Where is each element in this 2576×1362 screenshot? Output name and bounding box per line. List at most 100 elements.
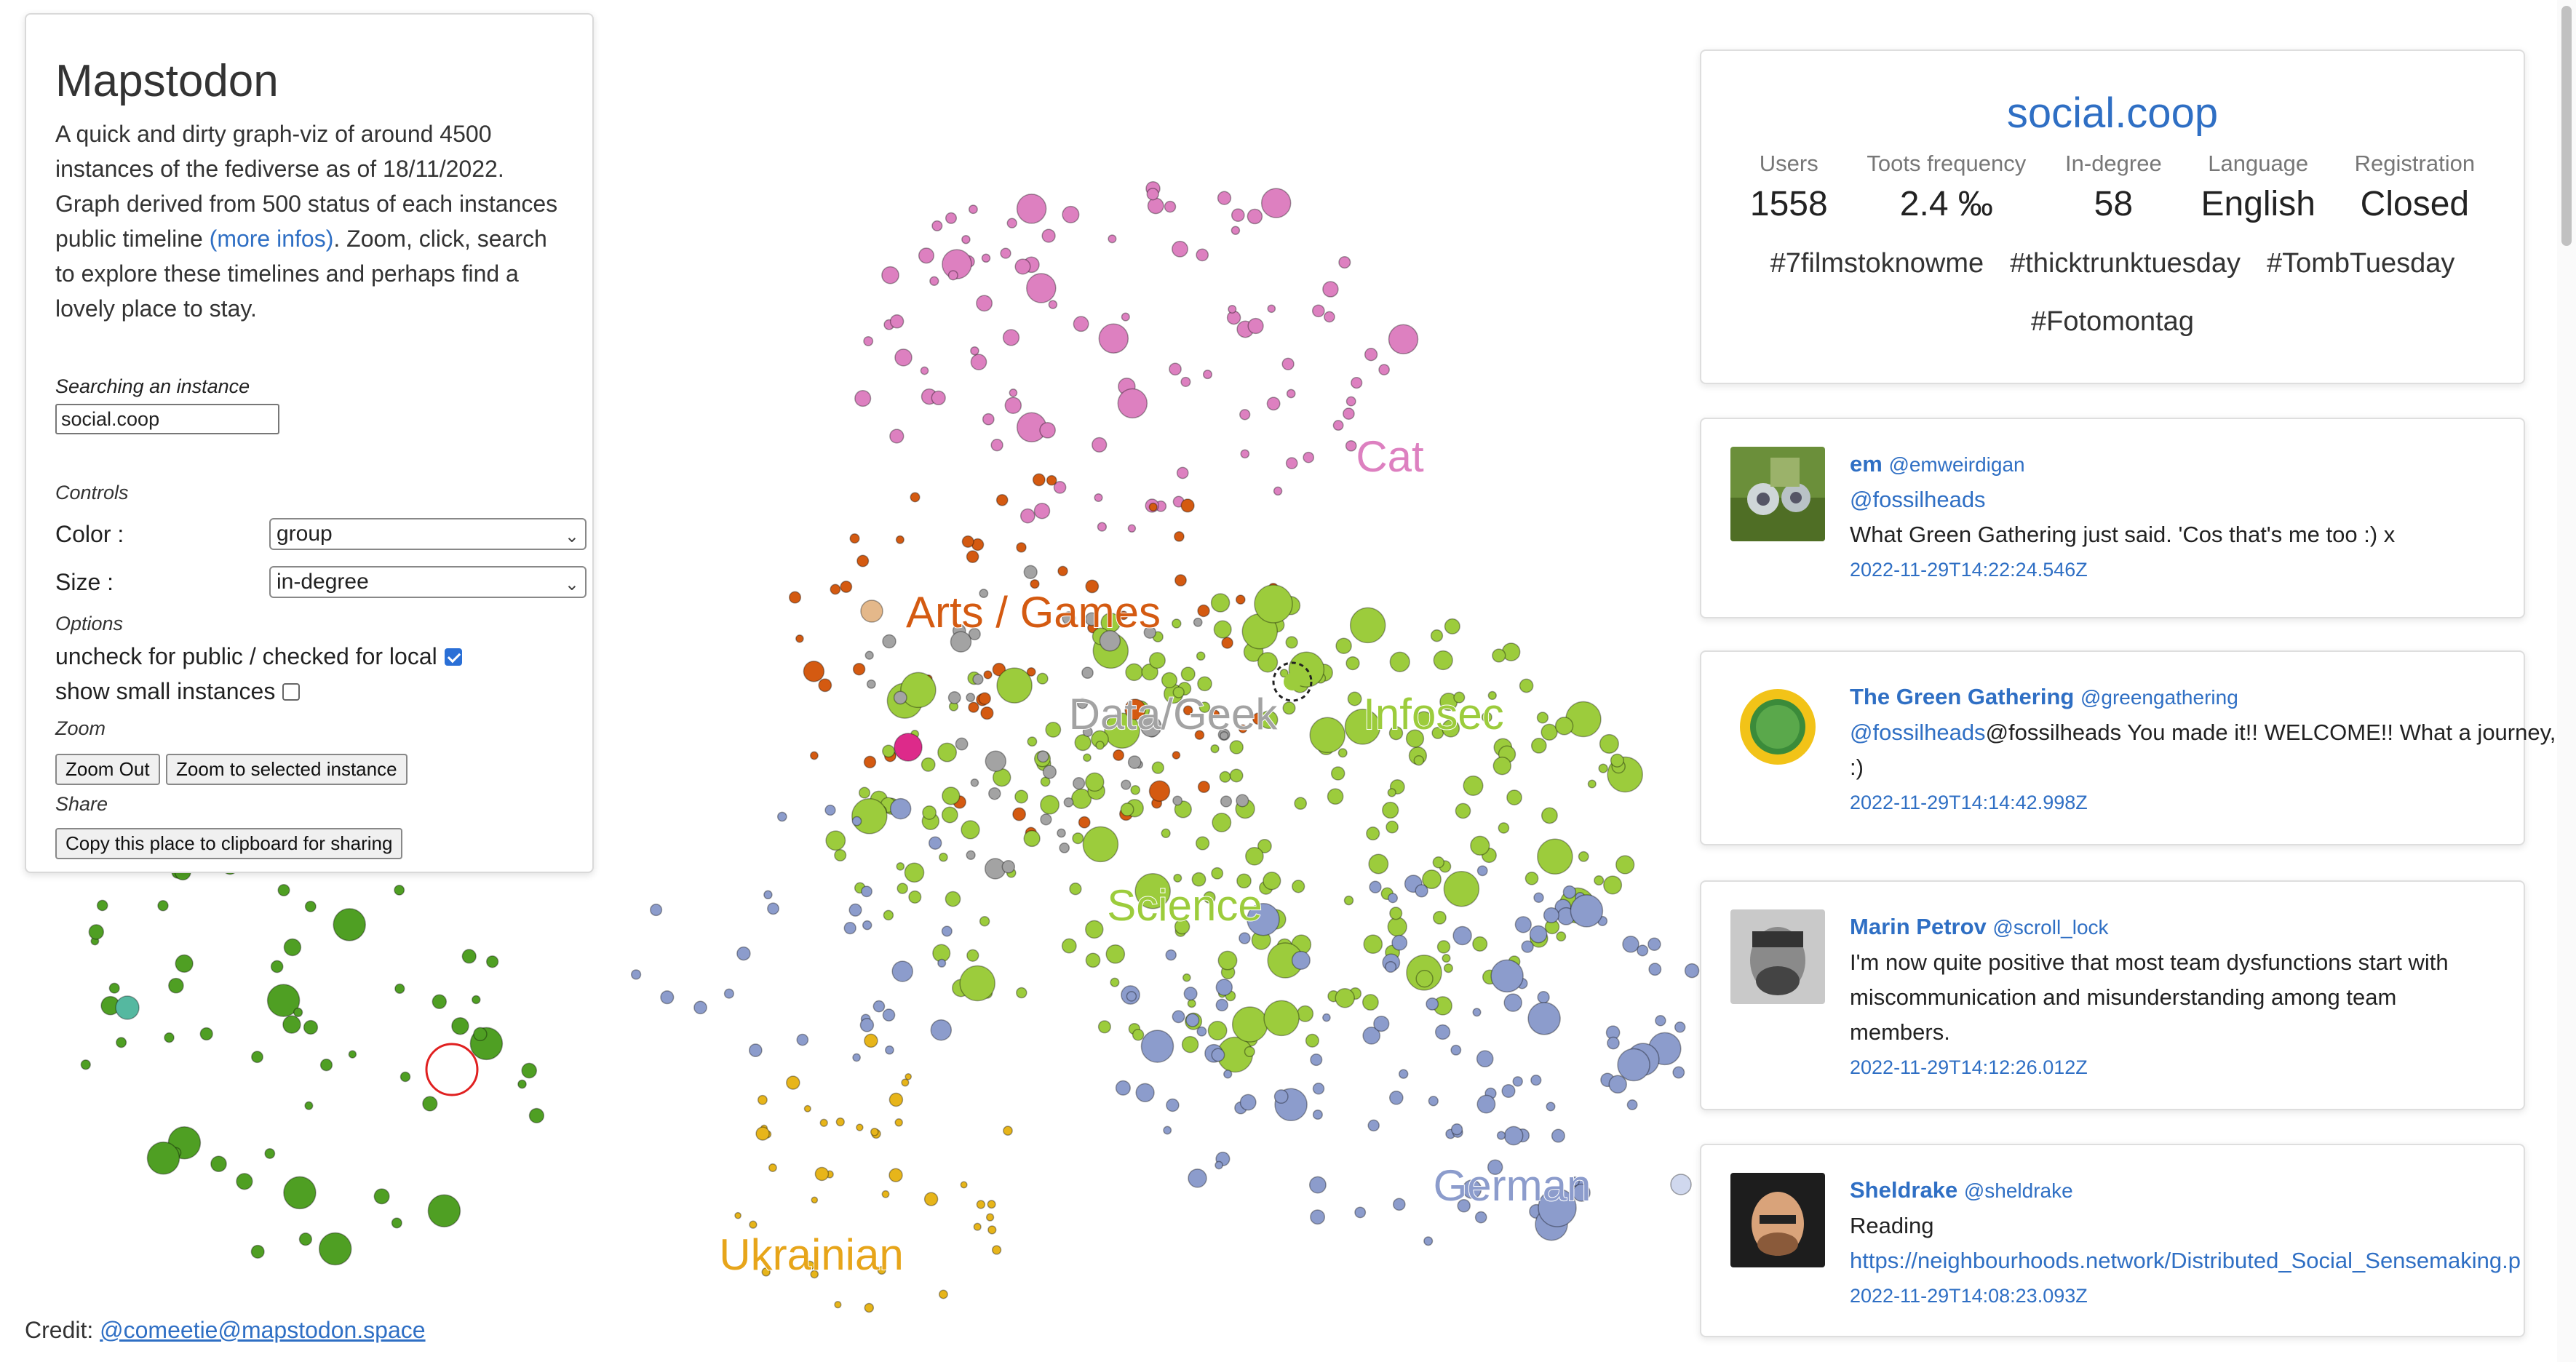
- instance-node[interactable]: [1443, 963, 1453, 973]
- instance-node[interactable]: [1036, 672, 1049, 685]
- instance-node[interactable]: [848, 903, 862, 917]
- instance-node[interactable]: [1338, 256, 1351, 269]
- instance-node[interactable]: [1023, 829, 1041, 848]
- instance-node[interactable]: [1014, 789, 1029, 804]
- instance-node[interactable]: [283, 1176, 317, 1210]
- instance-node[interactable]: [1223, 1070, 1233, 1079]
- instance-node[interactable]: [923, 1192, 939, 1206]
- instance-node[interactable]: [1556, 931, 1567, 942]
- instance-node[interactable]: [1082, 726, 1093, 737]
- instance-node[interactable]: [1463, 775, 1484, 796]
- instance-node[interactable]: [1415, 884, 1428, 898]
- instance-node[interactable]: [1387, 917, 1407, 937]
- instance-node[interactable]: [1239, 932, 1251, 944]
- instance-node[interactable]: [1188, 1168, 1207, 1188]
- instance-node[interactable]: [1229, 768, 1244, 783]
- instance-node[interactable]: [1312, 1083, 1325, 1095]
- instance-node[interactable]: [897, 883, 908, 894]
- toot-date[interactable]: 2022-11-29T14:14:42.998Z: [1850, 792, 2088, 813]
- instance-node[interactable]: [1045, 721, 1062, 738]
- instance-node[interactable]: [1023, 565, 1038, 579]
- instance-node[interactable]: [1310, 1054, 1323, 1067]
- instance-node[interactable]: [1062, 611, 1076, 626]
- instance-node[interactable]: [856, 1123, 864, 1131]
- instance-node[interactable]: [976, 1200, 986, 1209]
- instance-node[interactable]: [1472, 936, 1488, 952]
- instance-node[interactable]: [472, 995, 481, 1005]
- instance-node[interactable]: [980, 706, 994, 720]
- instance-node[interactable]: [776, 811, 787, 822]
- instance-node[interactable]: [1085, 920, 1104, 939]
- instance-node[interactable]: [1431, 726, 1444, 739]
- instance-node[interactable]: [1368, 853, 1389, 875]
- instance-node[interactable]: [961, 234, 971, 244]
- instance-node[interactable]: [1196, 651, 1206, 661]
- instance-node[interactable]: [803, 1104, 811, 1112]
- instance-node[interactable]: [1684, 963, 1700, 979]
- zoom-out-button[interactable]: Zoom Out: [55, 754, 160, 785]
- credit-link[interactable]: @comeetie@mapstodon.space: [100, 1317, 426, 1343]
- instance-node[interactable]: [883, 909, 894, 921]
- instance-node[interactable]: [988, 786, 1001, 800]
- instance-node[interactable]: [650, 904, 663, 917]
- instance-node[interactable]: [834, 1301, 842, 1309]
- instance-node[interactable]: [894, 733, 923, 762]
- instance-node[interactable]: [1617, 1048, 1650, 1082]
- instance-node[interactable]: [1444, 618, 1460, 634]
- instance-node[interactable]: [1388, 725, 1404, 741]
- more-infos-link[interactable]: (more infos): [209, 226, 334, 252]
- instance-node[interactable]: [1434, 1024, 1451, 1040]
- instance-node[interactable]: [1238, 724, 1248, 733]
- instance-node[interactable]: [1309, 717, 1345, 754]
- instance-node[interactable]: [1147, 197, 1164, 215]
- instance-node[interactable]: [1040, 776, 1051, 787]
- instance-node[interactable]: [1219, 770, 1231, 783]
- instance-node[interactable]: [1134, 872, 1171, 909]
- instance-node[interactable]: [830, 584, 841, 595]
- instance-node[interactable]: [1174, 531, 1185, 542]
- instance-node[interactable]: [1537, 991, 1550, 1004]
- instance-node[interactable]: [1215, 979, 1233, 996]
- instance-node[interactable]: [1476, 865, 1488, 877]
- instance-node[interactable]: [1231, 208, 1245, 223]
- instance-node[interactable]: [1392, 1198, 1406, 1211]
- instance-node[interactable]: [959, 965, 995, 1002]
- instance-node[interactable]: [918, 247, 935, 264]
- instance-node[interactable]: [1443, 870, 1480, 907]
- instance-node[interactable]: [1452, 925, 1472, 946]
- instance-node[interactable]: [1457, 1199, 1471, 1213]
- instance-node[interactable]: [749, 1220, 758, 1229]
- instance-node[interactable]: [1036, 750, 1049, 763]
- instance-node[interactable]: [1027, 736, 1038, 747]
- instance-node[interactable]: [1072, 832, 1084, 845]
- instance-node[interactable]: [1366, 827, 1380, 841]
- instance-node[interactable]: [1180, 666, 1196, 682]
- instance-node[interactable]: [1104, 712, 1140, 749]
- instance-node[interactable]: [1001, 860, 1016, 874]
- instance-node[interactable]: [851, 816, 862, 827]
- instance-node[interactable]: [1211, 867, 1224, 880]
- instance-node[interactable]: [1263, 1000, 1300, 1037]
- instance-node[interactable]: [979, 915, 990, 927]
- instance-node[interactable]: [1529, 925, 1548, 944]
- instance-node[interactable]: [108, 982, 120, 994]
- instance-node[interactable]: [1097, 522, 1108, 532]
- instance-node[interactable]: [1327, 788, 1344, 805]
- instance-node[interactable]: [1172, 795, 1183, 806]
- instance-node[interactable]: [1217, 191, 1232, 205]
- instance-node[interactable]: [889, 1092, 904, 1107]
- instance-node[interactable]: [1033, 502, 1051, 519]
- instance-node[interactable]: [891, 960, 913, 982]
- instance-node[interactable]: [175, 954, 194, 973]
- size-select[interactable]: in-degree ⌄: [269, 566, 587, 598]
- instance-node[interactable]: [1212, 813, 1232, 832]
- instance-node[interactable]: [298, 1232, 313, 1246]
- instance-node[interactable]: [1215, 998, 1229, 1012]
- instance-node[interactable]: [1182, 705, 1193, 716]
- mention-link[interactable]: @fossilheads: [1850, 720, 1986, 745]
- instance-node[interactable]: [1674, 1022, 1686, 1033]
- instance-node[interactable]: [991, 1245, 1002, 1255]
- instance-node[interactable]: [1257, 838, 1272, 853]
- instance-node[interactable]: [1151, 761, 1164, 774]
- instance-node[interactable]: [394, 983, 405, 995]
